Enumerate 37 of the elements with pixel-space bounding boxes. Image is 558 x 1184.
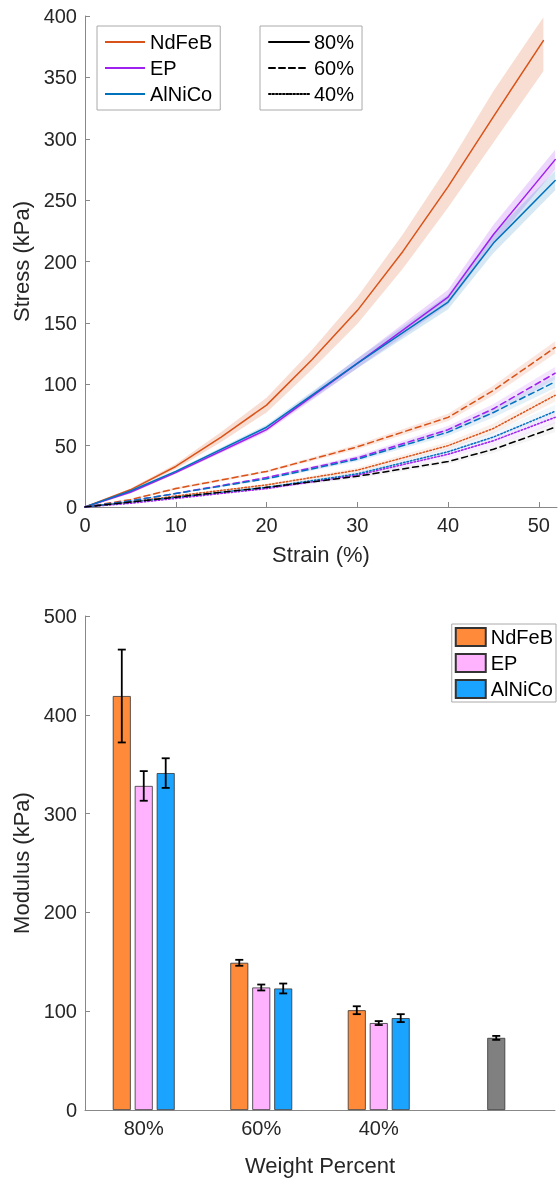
y-tick-label: 400: [43, 703, 77, 726]
legend-label: AlNiCo: [150, 83, 213, 105]
legend-label: EP: [150, 57, 177, 79]
y-axis-title: Stress (kPa): [9, 200, 35, 323]
y-tick-label: 0: [65, 496, 77, 518]
x-tick-label: 30: [346, 514, 369, 536]
legend-label: EP: [490, 652, 518, 674]
legend-label: NdFeB: [490, 626, 553, 648]
y-tick-label: 50: [54, 434, 77, 457]
y-axis-title: Modulus (kPa): [9, 792, 35, 934]
x-tick-label: 10: [164, 514, 187, 536]
x-tick-label: 40%: [358, 1117, 399, 1139]
y-tick-label: 100: [43, 373, 77, 396]
legend-label: NdFeB: [150, 31, 213, 53]
legend-label: 80%: [314, 31, 355, 53]
y-tick-label: 400: [43, 5, 77, 27]
legend-label: 40%: [314, 83, 355, 105]
y-tick-label: 200: [43, 901, 77, 924]
legend-label: AlNiCo: [490, 678, 553, 700]
y-tick-label: 300: [43, 802, 77, 825]
y-tick-label: 150: [43, 311, 77, 334]
x-tick-label: 0: [79, 514, 91, 536]
y-tick-label: 250: [43, 189, 77, 212]
y-tick-label: 500: [43, 605, 77, 627]
x-tick-label: 80%: [123, 1117, 164, 1139]
x-tick-label: 60%: [241, 1117, 282, 1139]
x-axis-title: Weight Percent: [244, 1152, 396, 1178]
y-tick-label: 200: [43, 250, 77, 273]
legend-label: 60%: [314, 57, 355, 79]
x-tick-label: 20: [255, 514, 278, 536]
x-axis-title: Strain (%): [272, 541, 370, 567]
y-tick-label: 350: [43, 66, 77, 89]
x-tick-label: 50: [527, 514, 550, 536]
y-tick-label: 0: [65, 1099, 77, 1121]
x-tick-label: 40: [436, 514, 460, 536]
y-tick-label: 100: [43, 1000, 77, 1023]
y-tick-label: 300: [43, 127, 77, 150]
